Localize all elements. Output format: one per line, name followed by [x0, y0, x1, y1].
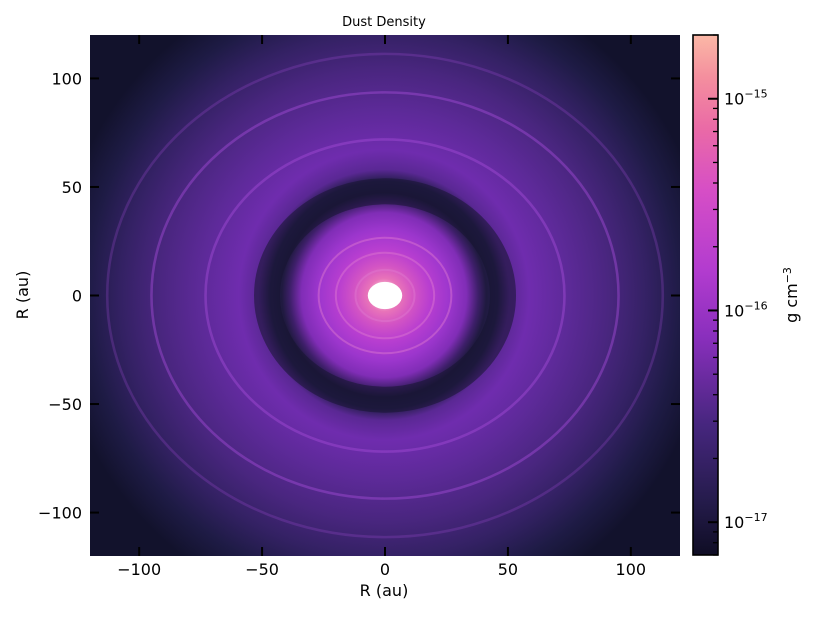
y-tick-labels: 100 50 0 −50 −100	[38, 69, 82, 522]
colorbar-label: g cm−3	[781, 267, 801, 323]
y-tick-label: −100	[38, 504, 82, 523]
plot-ticks	[90, 35, 680, 556]
x-tick-label: 100	[616, 560, 647, 579]
inner-hole	[367, 281, 403, 310]
plot-area	[90, 35, 680, 556]
chart-title: Dust Density	[342, 15, 426, 30]
y-tick-label: 50	[62, 178, 82, 197]
colorbar-tick-label: 10−15	[724, 88, 768, 109]
x-tick-label: −100	[117, 560, 161, 579]
ring-95au	[150, 91, 620, 500]
colorbar: 10−15 10−16 10−17 g cm−3	[692, 34, 801, 556]
x-tick-labels: −100 −50 0 50 100	[117, 560, 646, 579]
colorbar-tick-label: 10−17	[724, 511, 768, 532]
gap-shading	[254, 178, 516, 413]
ring-113au	[105, 52, 665, 539]
disk-features	[105, 52, 665, 539]
ring-73au	[204, 138, 566, 453]
x-tick-label: 0	[380, 560, 390, 579]
ring-12au	[354, 268, 416, 323]
ring-27au	[317, 236, 453, 355]
colorbar-gradient-bar	[692, 34, 719, 556]
colorbar-label-exponent: −3	[781, 267, 794, 283]
x-tick-label: −50	[245, 560, 279, 579]
colorbar-ticks: 10−15 10−16 10−17	[708, 34, 768, 556]
x-axis-label: R (au)	[360, 581, 409, 600]
colorbar-tick-label: 10−16	[724, 299, 768, 320]
y-axis-label: R (au)	[13, 271, 32, 320]
y-tick-label: 0	[72, 287, 82, 306]
ring-20au	[334, 251, 436, 340]
colorbar-label-base: g cm	[782, 283, 801, 323]
x-tick-label: 50	[498, 560, 518, 579]
y-tick-label: 100	[51, 69, 82, 88]
y-tick-label: −50	[48, 395, 82, 414]
